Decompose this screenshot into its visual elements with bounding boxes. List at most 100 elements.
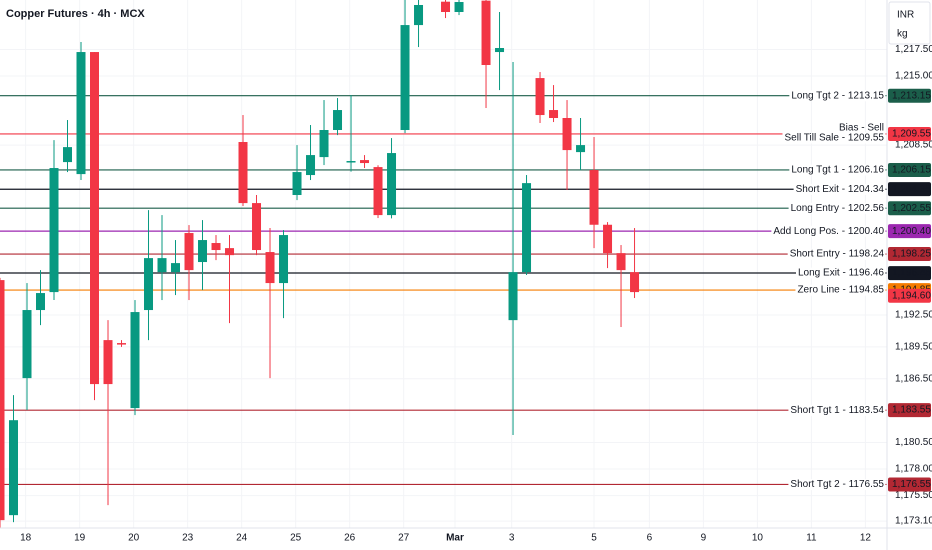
x-tick-label: 19 xyxy=(74,533,86,544)
candle-body xyxy=(360,160,370,164)
price-badge-label: 1,206.15 xyxy=(892,165,931,176)
candle-body xyxy=(616,253,626,271)
price-badge-label: 1,200.40 xyxy=(892,226,931,237)
currency[interactable]: INR xyxy=(897,10,914,21)
y-tick-label: 1,186.50 xyxy=(895,373,932,384)
level-labels: Long Tgt 2 - 1213.15 Sell Till Sale - 120… xyxy=(771,90,886,491)
price-badge-label: 1,213.15 xyxy=(892,90,931,101)
candle-body xyxy=(157,258,167,273)
candle-body xyxy=(414,4,424,26)
candle-body xyxy=(76,52,86,175)
y-tick-label: 1,215.00 xyxy=(895,71,932,82)
level-label-bg xyxy=(793,183,886,195)
x-tick-label: 20 xyxy=(128,533,140,544)
candles xyxy=(0,0,640,528)
candle-body xyxy=(387,153,397,216)
y-tick-label: 1,175.50 xyxy=(895,490,932,501)
level-label-bg xyxy=(788,479,886,491)
x-tick-label: 3 xyxy=(509,533,515,544)
candle-body xyxy=(306,155,316,176)
candle-body xyxy=(49,168,59,293)
level-label: Sell Till Sale - 1209.55 xyxy=(784,133,884,144)
candle-body xyxy=(333,110,343,131)
y-tick-label: 1,178.00 xyxy=(895,464,932,475)
x-tick-label: 10 xyxy=(752,533,764,544)
y-tick-label: 1,180.50 xyxy=(895,437,932,448)
candle-body xyxy=(454,2,464,13)
candle-body xyxy=(346,161,356,163)
candle-body xyxy=(319,130,329,158)
level-label-bg xyxy=(782,132,886,144)
x-tick-label: 26 xyxy=(344,533,356,544)
candle-body xyxy=(9,420,19,516)
price-badge-label: 1,176.55 xyxy=(892,479,931,490)
candle-body xyxy=(481,0,491,66)
candle-body xyxy=(549,110,559,119)
last-price-badge xyxy=(888,288,931,303)
level-label: Zero Line - 1194.85 xyxy=(797,285,884,296)
axes: 1,217.50 1,215.00 1,208.50 1,192.50 1,189.50… xyxy=(20,44,932,544)
level-note: Bias - Sell xyxy=(839,123,884,134)
x-tick-label: 24 xyxy=(236,533,248,544)
level-label: Long Tgt 1 - 1206.16 xyxy=(791,165,884,176)
price-badge-label: 1,204.35 xyxy=(892,184,931,195)
level-label: Short Tgt 2 - 1176.55 xyxy=(790,479,884,490)
price-badge xyxy=(888,224,931,239)
level-label-bg xyxy=(796,267,886,279)
x-tick-label: 27 xyxy=(398,533,410,544)
price-badge xyxy=(888,88,931,103)
level-label-bg xyxy=(789,164,886,176)
price-badge-label: 1,209.55 xyxy=(892,129,931,140)
candle-body xyxy=(603,224,613,254)
candle-body xyxy=(90,52,100,385)
candle-body xyxy=(279,235,289,284)
level-label-bg xyxy=(787,248,886,260)
level-label: Long Exit - 1196.46 xyxy=(798,268,884,279)
candle-body xyxy=(117,343,127,345)
chart-title: Copper Futures · 4h · MCX xyxy=(6,8,145,20)
candle-body xyxy=(198,240,208,263)
candle-body xyxy=(171,263,181,273)
candle-body xyxy=(522,183,532,273)
level-label: Long Entry - 1202.56 xyxy=(791,203,885,214)
x-tick-label: 6 xyxy=(647,533,653,544)
price-badge xyxy=(888,201,931,216)
y-tick-label: 1,192.50 xyxy=(895,310,932,321)
candle-body xyxy=(400,25,410,131)
x-tick-label: Mar xyxy=(446,533,464,544)
y-tick-label: 1,173.10 xyxy=(895,516,932,527)
candle-body xyxy=(292,172,302,196)
candle-body xyxy=(265,252,275,284)
y-tick-label: 1,208.50 xyxy=(895,140,932,151)
x-tick-label: 23 xyxy=(182,533,194,544)
candle-body xyxy=(22,310,32,379)
price-badge xyxy=(888,266,931,281)
price-badges: 1,213.15 1,209.55 1,206.15 1,204.35 1,202.55… xyxy=(888,88,931,492)
candle-body xyxy=(144,258,154,311)
level-label-bg xyxy=(788,404,886,416)
price-badge-label: 1,183.55 xyxy=(892,405,931,416)
x-tick-label: 25 xyxy=(290,533,302,544)
candle-body xyxy=(630,272,640,293)
x-tick-label: 18 xyxy=(20,533,32,544)
price-badge xyxy=(888,246,931,261)
level-label: Short Exit - 1204.34 xyxy=(796,184,885,195)
y-tick-label: 1,217.50 xyxy=(895,44,932,55)
level-label: Short Entry - 1198.24 xyxy=(790,249,885,260)
unit-box[interactable] xyxy=(888,1,931,45)
candle-body xyxy=(252,203,262,251)
level-label: Short Tgt 1 - 1183.54 xyxy=(790,405,884,416)
x-tick-label: 9 xyxy=(701,533,707,544)
candle-body xyxy=(535,78,545,116)
price-badge xyxy=(888,163,931,178)
x-tick-label: 5 xyxy=(591,533,597,544)
candle-body xyxy=(36,293,46,311)
level-label-bg xyxy=(788,202,886,214)
y-tick-label: 1,189.50 xyxy=(895,342,932,353)
unit[interactable]: kg xyxy=(897,29,908,40)
last-price-label: 1,194.60 xyxy=(892,290,931,301)
candle-body xyxy=(589,170,599,225)
candle-body xyxy=(225,248,235,256)
